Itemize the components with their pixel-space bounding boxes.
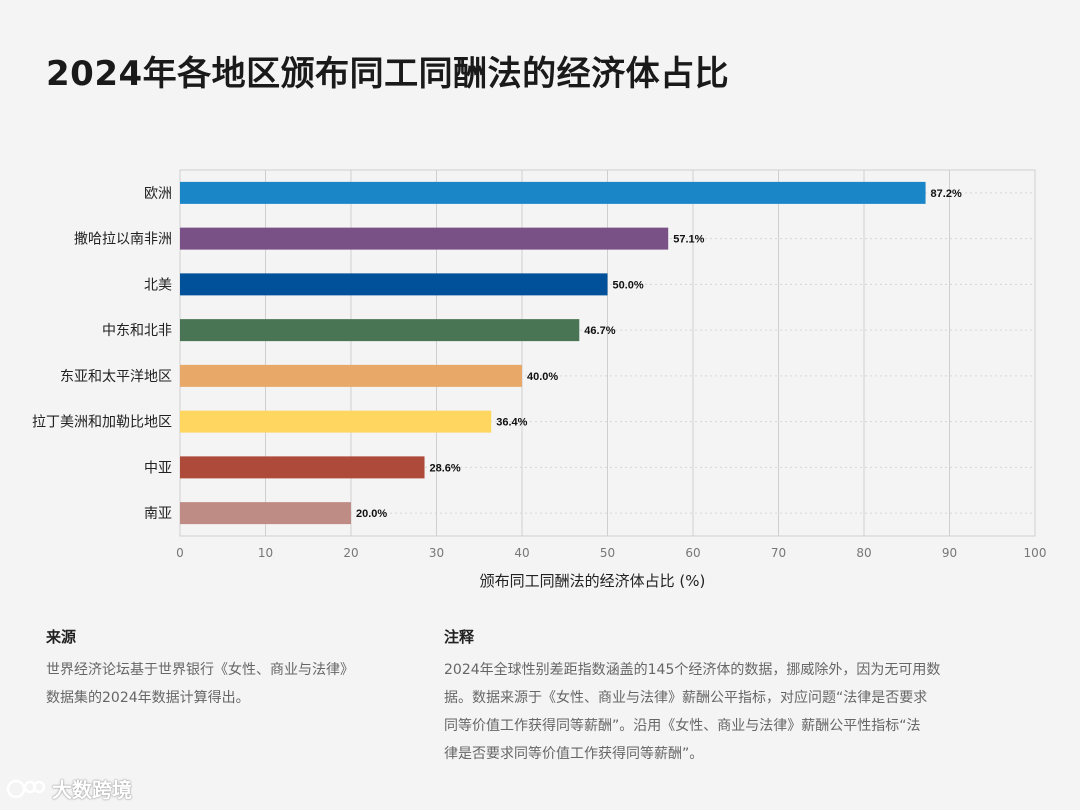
bar <box>180 502 351 525</box>
category-label: 南亚 <box>144 506 172 522</box>
x-tick-label: 40 <box>514 546 529 560</box>
note-line: 据。数据来源于《女性、商业与法律》薪酬公平指标，对应问题“法律是否要求 <box>444 690 928 706</box>
source-line: 世界经济论坛基于世界银行《女性、商业与法律》 <box>46 662 354 678</box>
brand-watermark: 大数跨境 <box>6 774 132 803</box>
bar <box>180 273 608 296</box>
value-label: 46.7% <box>584 325 615 337</box>
value-label: 50.0% <box>613 279 644 291</box>
category-label: 撒哈拉以南非洲 <box>74 232 172 248</box>
value-label: 40.0% <box>527 371 558 383</box>
value-label: 57.1% <box>673 234 704 246</box>
category-label: 中东和北非 <box>102 323 172 339</box>
x-tick-label: 10 <box>258 546 273 560</box>
bar <box>180 181 926 204</box>
value-label: 36.4% <box>496 417 527 429</box>
value-label: 87.2% <box>931 188 962 200</box>
category-label: 东亚和太平洋地区 <box>60 369 172 385</box>
x-tick-label: 30 <box>429 546 444 560</box>
note-text: 2024年全球性别差距指数涵盖的145个经济体的数据，挪威除外，因为无可用数 据… <box>444 656 1044 768</box>
x-tick-label: 60 <box>685 546 700 560</box>
bar-chart: 0 10 20 30 40 50 60 70 80 90 100 欧洲 87.2% 撒哈拉以南非洲 57.1… <box>32 169 1047 590</box>
category-label: 欧洲 <box>144 186 172 202</box>
source-heading: 来源 <box>46 628 77 646</box>
page-title: 2024年各地区颁布同工同酬法的经济体占比 <box>46 54 730 94</box>
category-label: 中亚 <box>144 460 172 476</box>
brand-name: 大数跨境 <box>52 778 132 802</box>
bar <box>180 364 522 387</box>
note-line: 律是否要求同等价值工作获得同等薪酬”。 <box>444 746 704 762</box>
category-label: 拉丁美洲和加勒比地区 <box>32 415 172 431</box>
source-text: 世界经济论坛基于世界银行《女性、商业与法律》 数据集的2024年数据计算得出。 <box>46 656 354 712</box>
bar <box>180 410 492 433</box>
note-line: 2024年全球性别差距指数涵盖的145个经济体的数据，挪威除外，因为无可用数 <box>444 662 941 678</box>
bar <box>180 456 425 479</box>
x-tick-label: 50 <box>600 546 615 560</box>
x-axis-title: 颁布同工同酬法的经济体占比 (%) <box>480 572 706 590</box>
bar <box>180 319 580 342</box>
note-line: 同等价值工作获得同等薪酬”。沿用《女性、商业与法律》薪酬公平性指标“法 <box>444 718 921 734</box>
value-label: 20.0% <box>356 508 387 520</box>
x-tick-label: 90 <box>942 546 957 560</box>
bar <box>180 227 669 250</box>
x-tick-label: 70 <box>771 546 786 560</box>
x-tick-label: 20 <box>343 546 358 560</box>
x-tick-label: 100 <box>1024 546 1047 560</box>
source-line: 数据集的2024年数据计算得出。 <box>46 690 250 706</box>
x-tick-label: 80 <box>856 546 871 560</box>
category-label: 北美 <box>144 277 172 293</box>
x-tick-label: 0 <box>176 546 184 560</box>
brand-logo-icon <box>6 779 46 798</box>
value-label: 28.6% <box>430 462 461 474</box>
note-heading: 注释 <box>444 628 475 646</box>
